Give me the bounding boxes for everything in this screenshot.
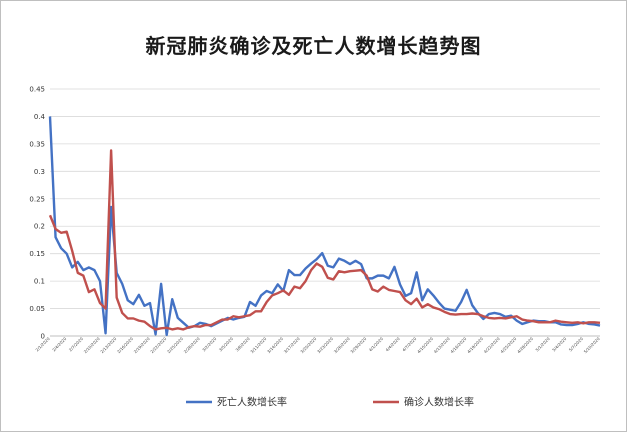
x-tick-label: 4/4/2020 (384, 336, 401, 353)
x-tick-label: 3/11/2020 (249, 336, 267, 354)
x-tick-label: 2/16/2020 (116, 336, 134, 354)
y-tick-labels: 0 0.05 0.1 0.15 0.2 0.25 0.3 0.35 0.4 0.45 (29, 86, 45, 341)
x-tick-label: 3/20/2020 (299, 336, 317, 354)
x-tick-label: 3/17/2020 (283, 336, 301, 354)
x-tick-label: 5/10/2020 (583, 336, 601, 354)
x-tick-label: 5/4/2020 (551, 336, 568, 353)
x-tick-label: 3/8/2020 (234, 336, 251, 353)
y-tick-label: 0.35 (29, 140, 45, 148)
x-tick-label: 4/10/2020 (416, 336, 434, 354)
x-tick-label: 4/25/2020 (499, 336, 517, 354)
x-tick-label: 2/10/2020 (83, 336, 101, 354)
x-tick-label: 4/7/2020 (401, 336, 418, 353)
x-tick-label: 4/28/2020 (516, 336, 534, 354)
x-tick-label: 2/19/2020 (133, 336, 151, 354)
x-tick-label: 2/4/2020 (51, 336, 68, 353)
x-tick-label: 2/13/2020 (99, 336, 117, 354)
y-tick-label: 0.05 (29, 305, 45, 313)
legend-label-2: 确诊人数增长率 (404, 396, 474, 409)
series-line-1 (48, 116, 601, 337)
y-tick-label: 0.2 (34, 223, 45, 231)
x-tick-label: 5/1/2020 (534, 336, 551, 353)
x-tick-label: 4/19/2020 (466, 336, 484, 354)
x-tick-label: 4/1/2020 (368, 336, 385, 353)
y-tick-label: 0 (41, 333, 45, 341)
x-tick-label: 2/25/2020 (166, 336, 184, 354)
legend-label-1: 死亡人数增长率 (217, 396, 287, 409)
y-tick-label: 0.25 (29, 195, 45, 203)
x-tick-label: 4/22/2020 (483, 336, 501, 354)
series-lines (48, 116, 601, 337)
x-tick-label: 2/22/2020 (149, 336, 167, 354)
y-tick-label: 0.45 (29, 86, 45, 94)
x-tick-label: 3/14/2020 (266, 336, 284, 354)
x-tick-label: 3/26/2020 (333, 336, 351, 354)
x-tick-label: 4/13/2020 (433, 336, 451, 354)
x-tick-label: 5/7/2020 (568, 336, 585, 353)
y-tick-label: 0.4 (34, 113, 46, 121)
x-tick-label: 3/23/2020 (316, 336, 334, 354)
y-tick-label: 0.15 (29, 250, 45, 258)
x-tick-label: 3/2/2020 (201, 336, 218, 353)
x-tick-label: 4/16/2020 (449, 336, 467, 354)
series-line-2 (48, 149, 601, 331)
x-tick-labels: 2/1/2020 2/4/2020 2/7/20202/10/20202/13/20… (34, 336, 601, 354)
chart-title: 新冠肺炎确诊及死亡人数增长趋势图 (145, 34, 482, 58)
gridlines (50, 88, 600, 309)
x-tick-label: 2/28/2020 (183, 336, 201, 354)
x-tick-label: 3/5/2020 (218, 336, 235, 353)
y-tick-label: 0.3 (34, 168, 45, 176)
x-tick-label: 2/7/2020 (68, 336, 85, 353)
legend: 死亡人数增长率 确诊人数增长率 (186, 396, 474, 409)
x-tick-label: 3/29/2020 (349, 336, 367, 354)
y-tick-label: 0.1 (34, 278, 45, 286)
